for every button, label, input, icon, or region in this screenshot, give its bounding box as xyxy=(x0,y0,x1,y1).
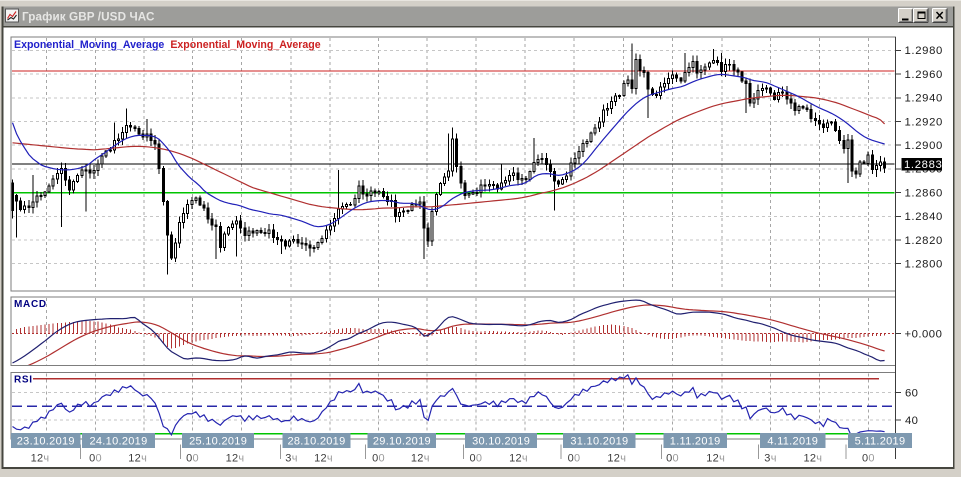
svg-text:1.11.2019: 1.11.2019 xyxy=(670,436,721,448)
svg-text:12ч: 12ч xyxy=(706,453,725,465)
svg-text:00: 00 xyxy=(372,453,385,465)
svg-text:1.2883: 1.2883 xyxy=(904,159,942,171)
svg-text:30.10.2019: 30.10.2019 xyxy=(472,436,530,448)
svg-text:1.2980: 1.2980 xyxy=(905,45,943,57)
svg-text:1.2860: 1.2860 xyxy=(905,187,943,199)
svg-text:28.10.2019: 28.10.2019 xyxy=(287,436,345,448)
svg-text:+0.000: +0.000 xyxy=(905,328,943,340)
svg-text:MACD: MACD xyxy=(14,299,47,310)
svg-text:12ч: 12ч xyxy=(803,453,822,465)
svg-text:12ч: 12ч xyxy=(411,453,430,465)
svg-text:График GBP /USD ЧАС: График GBP /USD ЧАС xyxy=(22,11,155,24)
svg-text:1.2960: 1.2960 xyxy=(905,69,943,81)
svg-text:1.2800: 1.2800 xyxy=(905,259,943,271)
svg-text:25.10.2019: 25.10.2019 xyxy=(189,436,247,448)
svg-text:1.2940: 1.2940 xyxy=(905,93,943,105)
svg-text:00: 00 xyxy=(862,453,875,465)
svg-text:12ч: 12ч xyxy=(314,453,333,465)
svg-text:12ч: 12ч xyxy=(607,453,626,465)
svg-text:1.2820: 1.2820 xyxy=(905,235,943,247)
svg-text:40: 40 xyxy=(905,415,918,427)
svg-text:12ч: 12ч xyxy=(509,453,528,465)
svg-text:00: 00 xyxy=(89,453,102,465)
svg-text:1.2920: 1.2920 xyxy=(905,116,943,128)
svg-text:12ч: 12ч xyxy=(128,453,147,465)
svg-text:00: 00 xyxy=(469,453,482,465)
svg-text:3ч: 3ч xyxy=(285,453,297,465)
svg-text:RSI: RSI xyxy=(14,375,33,386)
svg-text:00: 00 xyxy=(666,453,679,465)
svg-text:3ч: 3ч xyxy=(764,453,776,465)
svg-text:5.11.2019: 5.11.2019 xyxy=(855,436,906,448)
svg-text:4.11.2019: 4.11.2019 xyxy=(767,436,818,448)
svg-text:23.10.2019: 23.10.2019 xyxy=(17,436,75,448)
svg-text:12ч: 12ч xyxy=(31,453,50,465)
svg-text:12ч: 12ч xyxy=(226,453,245,465)
svg-text:24.10.2019: 24.10.2019 xyxy=(89,436,147,448)
svg-text:29.10.2019: 29.10.2019 xyxy=(373,436,431,448)
svg-text:00: 00 xyxy=(186,453,199,465)
svg-text:31.10.2019: 31.10.2019 xyxy=(570,436,628,448)
svg-text:60: 60 xyxy=(905,387,918,399)
svg-text:00: 00 xyxy=(568,453,581,465)
svg-text:1.2840: 1.2840 xyxy=(905,211,943,223)
svg-text:1.2900: 1.2900 xyxy=(905,140,943,152)
